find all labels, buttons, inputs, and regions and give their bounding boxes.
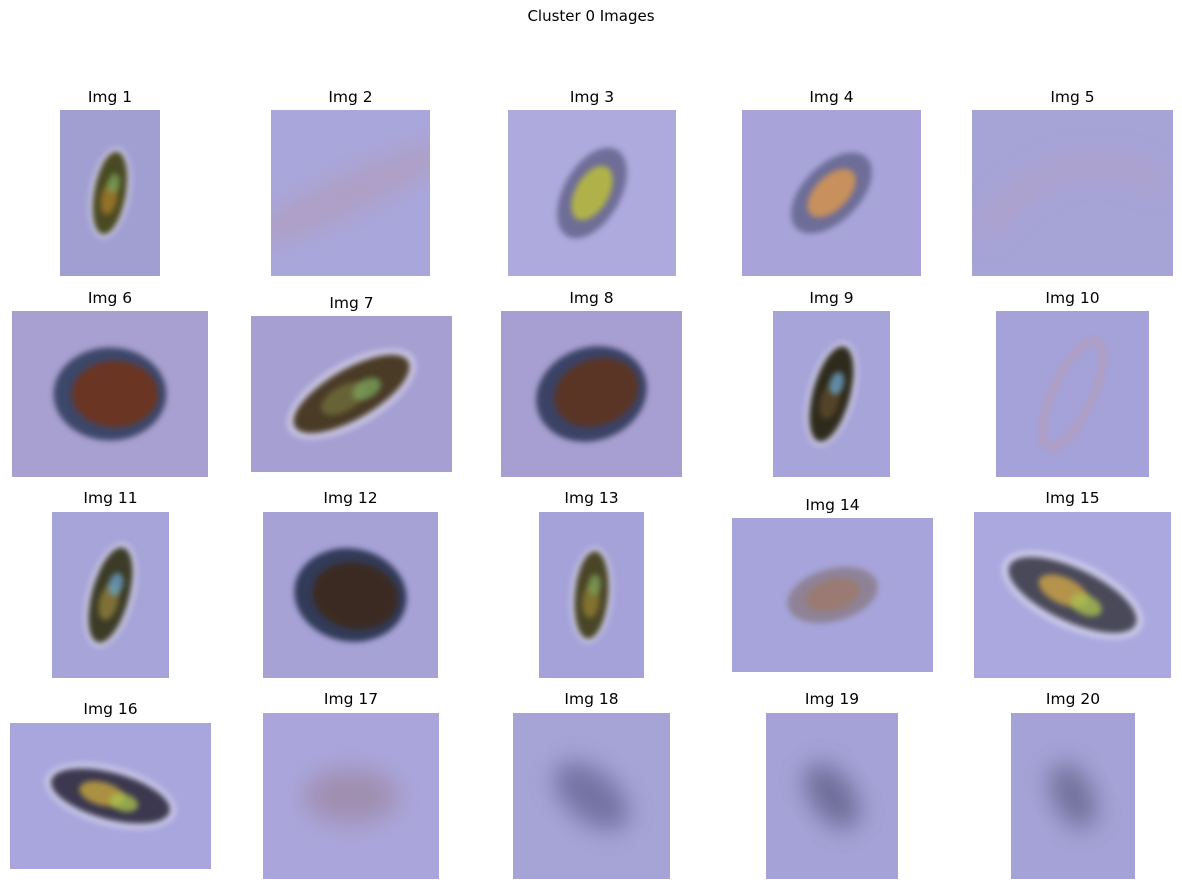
micrograph-image-svg (271, 110, 430, 276)
panel-title: Img 5 (1050, 88, 1095, 106)
image-panel: Img 1 (60, 88, 160, 276)
micrograph-image (742, 110, 921, 276)
micrograph-image-svg (508, 110, 676, 276)
panel-title: Img 4 (809, 88, 854, 106)
panel-title: Img 16 (83, 700, 138, 718)
micrograph-image-svg (1011, 713, 1135, 879)
panel-title: Img 14 (805, 496, 860, 514)
micrograph-image (974, 512, 1171, 678)
micrograph-image-svg (251, 316, 452, 472)
image-panel: Img 15 (974, 489, 1171, 678)
panel-title: Img 13 (564, 489, 619, 507)
panel-title: Img 12 (323, 489, 378, 507)
image-panel: Img 6 (12, 289, 208, 477)
micrograph-image (508, 110, 676, 276)
micrograph-image-svg (10, 723, 211, 869)
micrograph-image (513, 713, 670, 879)
micrograph-image-svg (974, 512, 1171, 678)
micrograph-image-svg (539, 512, 644, 678)
image-panel: Img 7 (251, 294, 452, 472)
panel-title: Img 8 (569, 289, 614, 307)
micrograph-image-svg (732, 518, 933, 672)
image-panel: Img 18 (513, 690, 670, 879)
image-panel: Img 4 (742, 88, 921, 276)
micrograph-image (732, 518, 933, 672)
panel-title: Img 10 (1045, 289, 1100, 307)
micrograph-image-svg (52, 512, 169, 678)
micrograph-image (766, 713, 898, 879)
micrograph-image (501, 311, 682, 477)
micrograph-image (60, 110, 160, 276)
micrograph-image-svg (263, 512, 438, 678)
micrograph-image-svg (996, 311, 1149, 477)
image-panel: Img 14 (732, 496, 933, 672)
micrograph-image-svg (742, 110, 921, 276)
micrograph-image (263, 512, 438, 678)
micrograph-image-svg (12, 311, 208, 477)
image-panel: Img 10 (996, 289, 1149, 477)
micrograph-image-svg (972, 110, 1173, 276)
micrograph-image-svg (766, 713, 898, 879)
image-panel: Img 16 (10, 700, 211, 869)
micrograph-image (996, 311, 1149, 477)
panel-title: Img 20 (1045, 690, 1101, 708)
panel-title: Img 7 (329, 294, 374, 312)
panel-title: Img 18 (564, 690, 619, 708)
panel-title: Img 6 (87, 289, 133, 307)
panel-title: Img 15 (1045, 489, 1100, 507)
micrograph-image (52, 512, 169, 678)
image-panel: Img 12 (263, 489, 438, 678)
image-panel: Img 9 (773, 289, 890, 477)
panel-title: Img 9 (809, 289, 854, 307)
panel-title: Img 19 (804, 690, 860, 708)
image-panel: Img 20 (1011, 690, 1135, 879)
micrograph-image (251, 316, 452, 472)
micrograph-image-svg (773, 311, 890, 477)
image-panel: Img 17 (263, 690, 439, 879)
panel-title: Img 2 (328, 88, 373, 106)
micrograph-image-svg (501, 311, 682, 477)
panel-title: Img 17 (323, 690, 379, 708)
micrograph-image (539, 512, 644, 678)
micrograph-image (271, 110, 430, 276)
micrograph-image (773, 311, 890, 477)
micrograph-image (12, 311, 208, 477)
image-panel: Img 19 (766, 690, 898, 879)
micrograph-image-svg (513, 713, 670, 879)
image-panel: Img 5 (972, 88, 1173, 276)
panel-title: Img 3 (569, 88, 615, 106)
image-panel: Img 2 (271, 88, 430, 276)
image-panel: Img 3 (508, 88, 676, 276)
micrograph-image (1011, 713, 1135, 879)
micrograph-image (972, 110, 1173, 276)
image-panel: Img 11 (52, 489, 169, 678)
micrograph-image-svg (263, 713, 439, 879)
panel-title: Img 1 (87, 88, 133, 106)
figure-title: Cluster 0 Images (527, 7, 655, 25)
image-panel: Img 8 (501, 289, 682, 477)
image-panel: Img 13 (539, 489, 644, 678)
micrograph-image-svg (60, 110, 160, 276)
micrograph-image (10, 723, 211, 869)
micrograph-image (263, 713, 439, 879)
panel-title: Img 11 (83, 489, 138, 507)
